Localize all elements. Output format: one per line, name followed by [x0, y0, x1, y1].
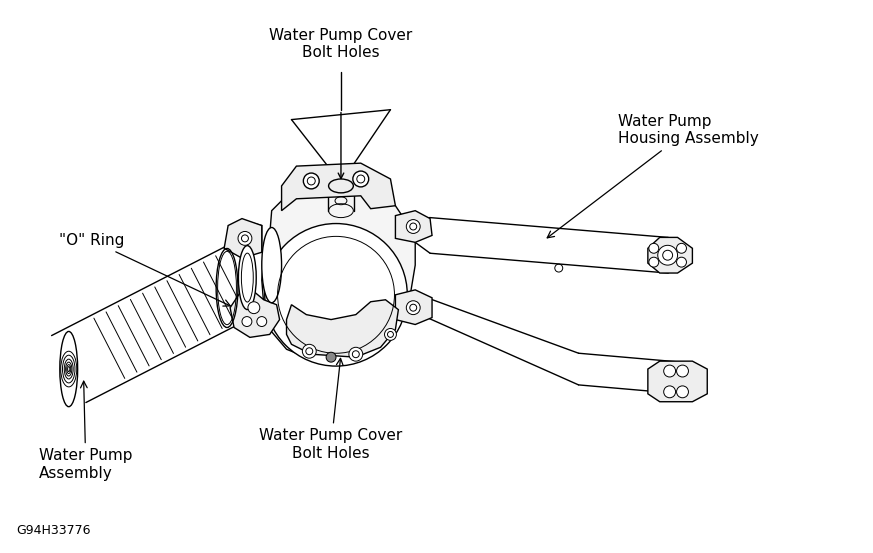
Circle shape — [406, 220, 420, 233]
Polygon shape — [648, 361, 707, 401]
Circle shape — [649, 257, 659, 267]
Circle shape — [657, 246, 677, 265]
Polygon shape — [286, 300, 398, 357]
Circle shape — [384, 328, 396, 340]
Circle shape — [265, 223, 408, 366]
Ellipse shape — [60, 331, 78, 406]
Text: Water Pump Cover
Bolt Holes: Water Pump Cover Bolt Holes — [259, 358, 402, 461]
Circle shape — [302, 345, 316, 358]
Circle shape — [248, 302, 260, 314]
Text: Water Pump Cover
Bolt Holes: Water Pump Cover Bolt Holes — [270, 28, 413, 60]
Circle shape — [327, 352, 336, 362]
Circle shape — [303, 173, 320, 189]
Circle shape — [242, 317, 252, 326]
Circle shape — [677, 365, 689, 377]
Ellipse shape — [328, 179, 354, 193]
Polygon shape — [395, 211, 432, 242]
Polygon shape — [262, 179, 416, 361]
Circle shape — [663, 365, 676, 377]
Text: Water Pump
Assembly: Water Pump Assembly — [39, 381, 133, 481]
Ellipse shape — [238, 246, 257, 310]
Text: Water Pump
Housing Assembly: Water Pump Housing Assembly — [547, 114, 759, 238]
Polygon shape — [230, 290, 279, 337]
Circle shape — [238, 232, 252, 246]
Circle shape — [649, 243, 659, 253]
Circle shape — [677, 243, 686, 253]
Polygon shape — [224, 218, 262, 258]
Text: G94H33776: G94H33776 — [17, 524, 91, 538]
Polygon shape — [228, 221, 262, 255]
Circle shape — [663, 386, 676, 398]
Circle shape — [349, 347, 363, 361]
Circle shape — [677, 257, 686, 267]
Circle shape — [406, 301, 420, 315]
Text: "O" Ring: "O" Ring — [58, 233, 230, 306]
Circle shape — [353, 171, 368, 187]
Polygon shape — [282, 163, 395, 211]
Polygon shape — [648, 237, 692, 273]
Circle shape — [677, 386, 689, 398]
Ellipse shape — [262, 227, 282, 302]
Polygon shape — [395, 290, 432, 325]
Circle shape — [257, 317, 267, 326]
